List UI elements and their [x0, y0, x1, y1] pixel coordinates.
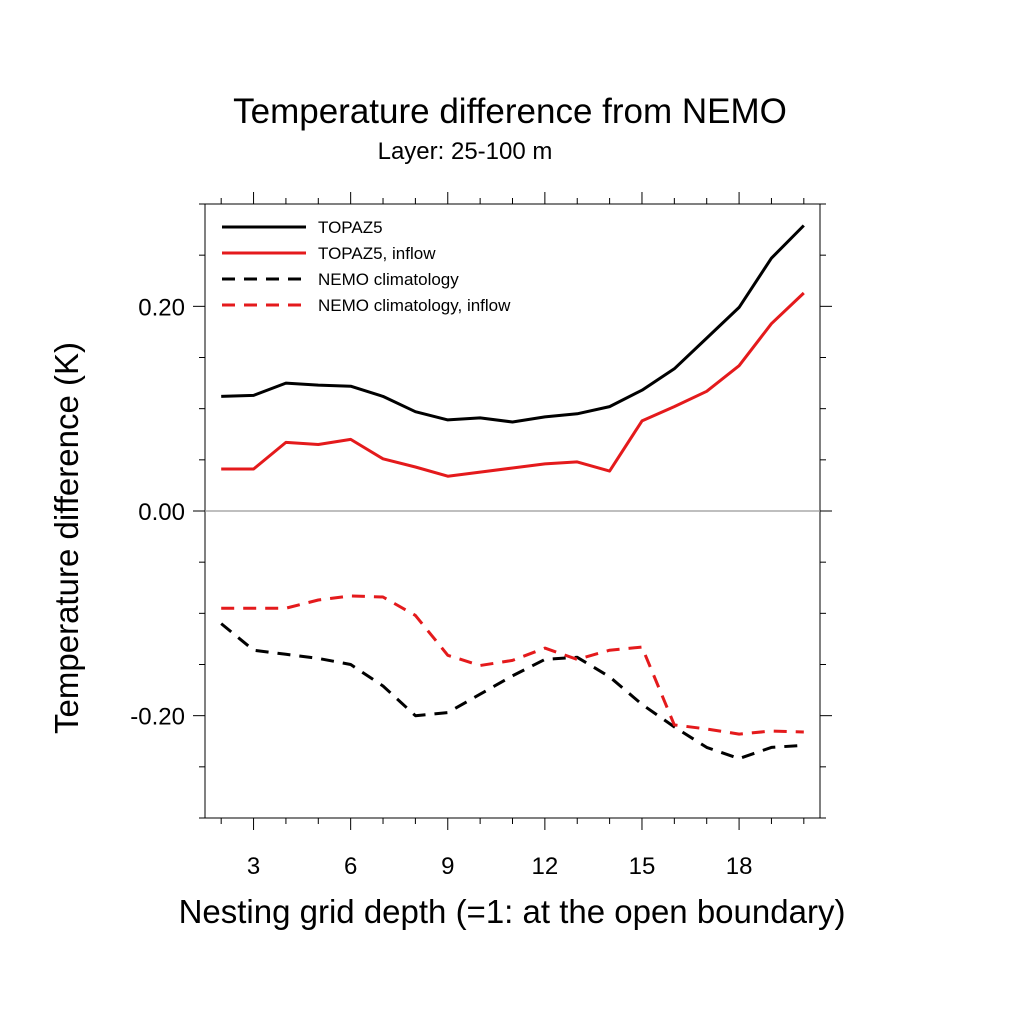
y-axis-label: Temperature difference (K) [48, 342, 85, 734]
x-tick-label: 3 [247, 853, 260, 880]
legend: TOPAZ5 TOPAZ5, inflow NEMO climatology NEMO… [222, 218, 511, 315]
x-tick-label: 18 [726, 853, 753, 880]
x-tick-label: 6 [344, 853, 357, 880]
x-tick-label: 12 [532, 853, 559, 880]
chart-title: Temperature difference from NEMO [233, 92, 787, 131]
legend-label: NEMO climatology [318, 270, 459, 289]
series-line-1 [221, 224, 805, 424]
x-tick-label: 9 [441, 853, 454, 880]
y-tick-label: 0.20 [138, 294, 185, 321]
legend-label: NEMO climatology, inflow [318, 296, 511, 315]
chart-subtitle: Layer: 25-100 m [378, 138, 553, 165]
x-axis-label: Nesting grid depth (=1: at the open boun… [179, 893, 846, 930]
y-tick-label: 0.00 [138, 499, 185, 526]
series-line-2 [221, 291, 805, 478]
series-line-3 [220, 622, 804, 761]
legend-label: TOPAZ5 [318, 218, 383, 237]
series-line-4 [221, 594, 804, 736]
legend-label: TOPAZ5, inflow [318, 244, 436, 263]
y-tick-label: -0.20 [130, 704, 185, 731]
plot-area: 3 6 9 12 15 18 -0.20 0.00 0.20 TOPAZ5 TOPAZ5, infl… [130, 192, 832, 880]
x-tick-label: 15 [629, 853, 656, 880]
